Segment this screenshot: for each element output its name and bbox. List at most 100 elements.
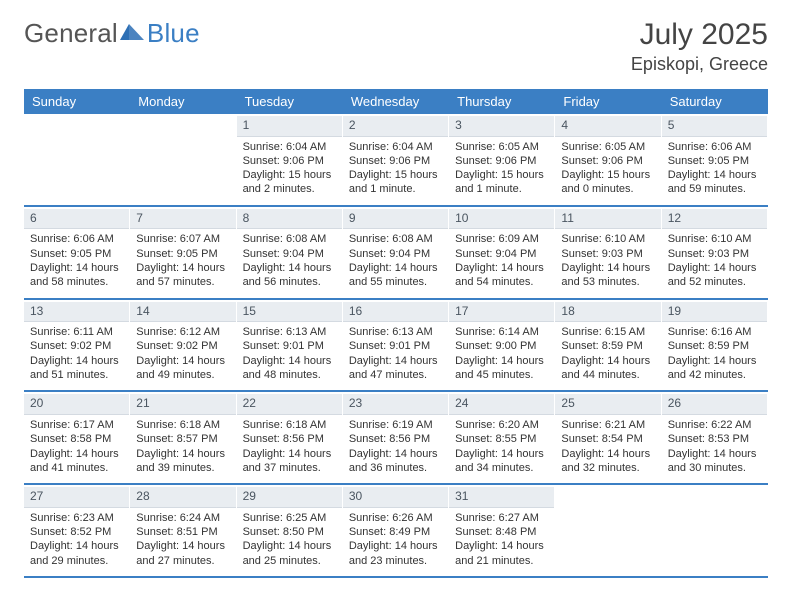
day-cell: 16Sunrise: 6:13 AMSunset: 9:01 PMDayligh…: [343, 300, 449, 389]
daylight-line-2: and 49 minutes.: [136, 368, 229, 382]
daylight-line-2: and 45 minutes.: [455, 368, 548, 382]
location-label: Episkopi, Greece: [631, 54, 768, 75]
sunset-line: Sunset: 9:01 PM: [243, 339, 336, 353]
day-number: 30: [343, 487, 448, 508]
sunset-line: Sunset: 9:04 PM: [455, 247, 548, 261]
daylight-line-1: Daylight: 14 hours: [30, 539, 123, 553]
sunrise-line: Sunrise: 6:10 AM: [668, 232, 761, 246]
sunset-line: Sunset: 8:48 PM: [455, 525, 548, 539]
sunrise-line: Sunrise: 6:18 AM: [243, 418, 336, 432]
day-cell: 13Sunrise: 6:11 AMSunset: 9:02 PMDayligh…: [24, 300, 130, 389]
day-cell: 22Sunrise: 6:18 AMSunset: 8:56 PMDayligh…: [237, 392, 343, 481]
daylight-line-2: and 48 minutes.: [243, 368, 336, 382]
daylight-line-2: and 55 minutes.: [349, 275, 442, 289]
day-cell: 30Sunrise: 6:26 AMSunset: 8:49 PMDayligh…: [343, 485, 449, 574]
daylight-line-2: and 34 minutes.: [455, 461, 548, 475]
day-number: 31: [449, 487, 554, 508]
daylight-line-2: and 39 minutes.: [136, 461, 229, 475]
day-number: 2: [343, 116, 448, 137]
daylight-line-2: and 25 minutes.: [243, 554, 336, 568]
day-cell: 4Sunrise: 6:05 AMSunset: 9:06 PMDaylight…: [555, 114, 661, 203]
day-cell: 6Sunrise: 6:06 AMSunset: 9:05 PMDaylight…: [24, 207, 130, 296]
daylight-line-2: and 27 minutes.: [136, 554, 229, 568]
day-number: 17: [449, 302, 554, 323]
day-cell: 21Sunrise: 6:18 AMSunset: 8:57 PMDayligh…: [130, 392, 236, 481]
daylight-line-2: and 44 minutes.: [561, 368, 654, 382]
sunrise-line: Sunrise: 6:24 AM: [136, 511, 229, 525]
weekday-header: Saturday: [662, 89, 768, 114]
daylight-line-1: Daylight: 15 hours: [561, 168, 654, 182]
week-row: 13Sunrise: 6:11 AMSunset: 9:02 PMDayligh…: [24, 300, 768, 389]
daylight-line-2: and 41 minutes.: [30, 461, 123, 475]
day-cell: 23Sunrise: 6:19 AMSunset: 8:56 PMDayligh…: [343, 392, 449, 481]
daylight-line-1: Daylight: 14 hours: [668, 447, 761, 461]
sunset-line: Sunset: 8:59 PM: [561, 339, 654, 353]
day-cell: 11Sunrise: 6:10 AMSunset: 9:03 PMDayligh…: [555, 207, 661, 296]
day-cell: 24Sunrise: 6:20 AMSunset: 8:55 PMDayligh…: [449, 392, 555, 481]
sunset-line: Sunset: 9:00 PM: [455, 339, 548, 353]
sunset-line: Sunset: 9:02 PM: [136, 339, 229, 353]
day-number: 9: [343, 209, 448, 230]
week-row: 20Sunrise: 6:17 AMSunset: 8:58 PMDayligh…: [24, 392, 768, 481]
daylight-line-2: and 59 minutes.: [668, 182, 761, 196]
day-cell: 14Sunrise: 6:12 AMSunset: 9:02 PMDayligh…: [130, 300, 236, 389]
daylight-line-2: and 58 minutes.: [30, 275, 123, 289]
day-number: 8: [237, 209, 342, 230]
brand-triangle-icon: [120, 18, 146, 49]
daylight-line-1: Daylight: 14 hours: [561, 447, 654, 461]
week-row: 27Sunrise: 6:23 AMSunset: 8:52 PMDayligh…: [24, 485, 768, 574]
title-block: July 2025 Episkopi, Greece: [631, 18, 768, 75]
day-number: 14: [130, 302, 235, 323]
day-cell: 10Sunrise: 6:09 AMSunset: 9:04 PMDayligh…: [449, 207, 555, 296]
week-divider: [24, 576, 768, 578]
week-row: 1Sunrise: 6:04 AMSunset: 9:06 PMDaylight…: [24, 114, 768, 203]
day-number: 18: [555, 302, 660, 323]
day-cell: [130, 114, 236, 203]
daylight-line-2: and 52 minutes.: [668, 275, 761, 289]
sunset-line: Sunset: 8:56 PM: [349, 432, 442, 446]
daylight-line-1: Daylight: 14 hours: [136, 447, 229, 461]
sunrise-line: Sunrise: 6:10 AM: [561, 232, 654, 246]
sunrise-line: Sunrise: 6:13 AM: [243, 325, 336, 339]
daylight-line-1: Daylight: 14 hours: [349, 261, 442, 275]
sunrise-line: Sunrise: 6:27 AM: [455, 511, 548, 525]
day-cell: 5Sunrise: 6:06 AMSunset: 9:05 PMDaylight…: [662, 114, 768, 203]
daylight-line-1: Daylight: 14 hours: [668, 354, 761, 368]
day-cell: 12Sunrise: 6:10 AMSunset: 9:03 PMDayligh…: [662, 207, 768, 296]
daylight-line-1: Daylight: 14 hours: [136, 539, 229, 553]
sunrise-line: Sunrise: 6:26 AM: [349, 511, 442, 525]
sunrise-line: Sunrise: 6:07 AM: [136, 232, 229, 246]
daylight-line-1: Daylight: 15 hours: [455, 168, 548, 182]
sunrise-line: Sunrise: 6:23 AM: [30, 511, 123, 525]
day-number: 4: [555, 116, 660, 137]
sunrise-line: Sunrise: 6:06 AM: [30, 232, 123, 246]
daylight-line-2: and 1 minute.: [349, 182, 442, 196]
sunrise-line: Sunrise: 6:16 AM: [668, 325, 761, 339]
day-number: 11: [555, 209, 660, 230]
sunset-line: Sunset: 9:02 PM: [30, 339, 123, 353]
sunset-line: Sunset: 9:04 PM: [243, 247, 336, 261]
sunset-line: Sunset: 9:06 PM: [561, 154, 654, 168]
daylight-line-1: Daylight: 14 hours: [243, 354, 336, 368]
day-cell: 19Sunrise: 6:16 AMSunset: 8:59 PMDayligh…: [662, 300, 768, 389]
daylight-line-2: and 1 minute.: [455, 182, 548, 196]
sunset-line: Sunset: 9:03 PM: [561, 247, 654, 261]
sunset-line: Sunset: 9:05 PM: [30, 247, 123, 261]
day-number: 29: [237, 487, 342, 508]
day-number: 23: [343, 394, 448, 415]
month-title: July 2025: [631, 18, 768, 52]
sunset-line: Sunset: 8:52 PM: [30, 525, 123, 539]
sunset-line: Sunset: 9:05 PM: [136, 247, 229, 261]
day-cell: 15Sunrise: 6:13 AMSunset: 9:01 PMDayligh…: [237, 300, 343, 389]
weekday-header: Friday: [555, 89, 661, 114]
daylight-line-2: and 54 minutes.: [455, 275, 548, 289]
sunrise-line: Sunrise: 6:09 AM: [455, 232, 548, 246]
daylight-line-1: Daylight: 14 hours: [136, 354, 229, 368]
brand-logo: General Blue: [24, 18, 200, 49]
daylight-line-1: Daylight: 14 hours: [455, 354, 548, 368]
daylight-line-1: Daylight: 14 hours: [455, 261, 548, 275]
sunset-line: Sunset: 8:54 PM: [561, 432, 654, 446]
brand-blue: Blue: [147, 18, 200, 49]
day-cell: 8Sunrise: 6:08 AMSunset: 9:04 PMDaylight…: [237, 207, 343, 296]
day-number: 26: [662, 394, 767, 415]
